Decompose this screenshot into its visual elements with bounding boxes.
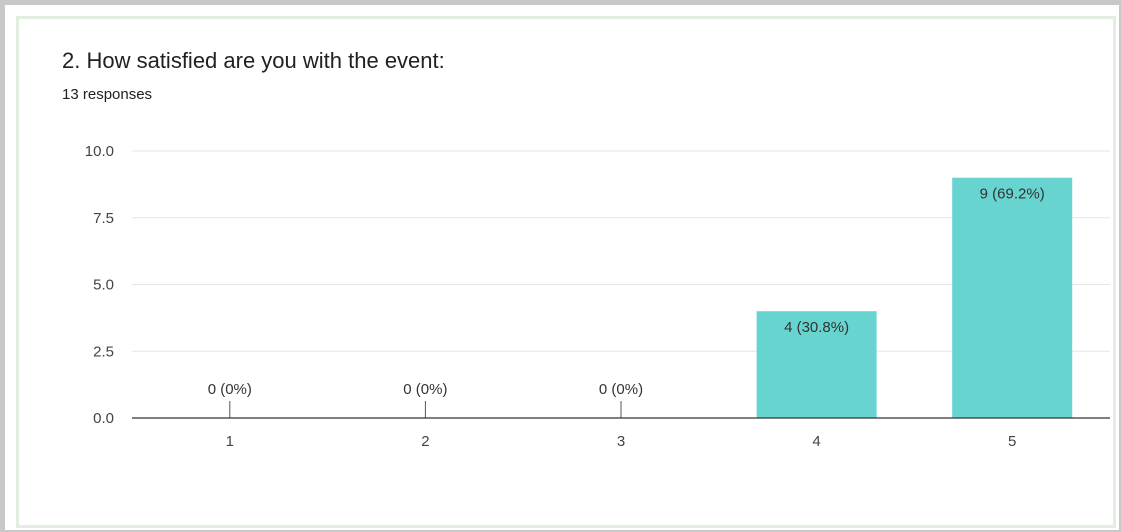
x-tick-label: 1 [226,433,234,450]
y-tick-label: 7.5 [93,210,114,227]
bar-data-label: 0 (0%) [403,381,447,398]
x-tick-label: 4 [812,433,820,450]
response-count: 13 responses [62,86,153,103]
x-tick-label: 5 [1008,433,1016,450]
y-tick-label: 0.0 [93,410,114,427]
bar-data-label: 4 (30.8%) [784,319,849,336]
y-tick-label: 10.0 [85,143,114,160]
bar [756,311,877,418]
question-title: 2. How satisfied are you with the event: [62,48,445,73]
bar [952,177,1073,418]
y-tick-label: 2.5 [93,343,114,360]
bar-data-label: 9 (69.2%) [980,186,1045,203]
x-tick-label: 2 [421,433,429,450]
x-tick-label: 3 [617,433,625,450]
response-card [16,16,1116,528]
bar-data-label: 0 (0%) [208,381,252,398]
bar-data-label: 0 (0%) [599,381,643,398]
y-tick-label: 5.0 [93,277,114,294]
